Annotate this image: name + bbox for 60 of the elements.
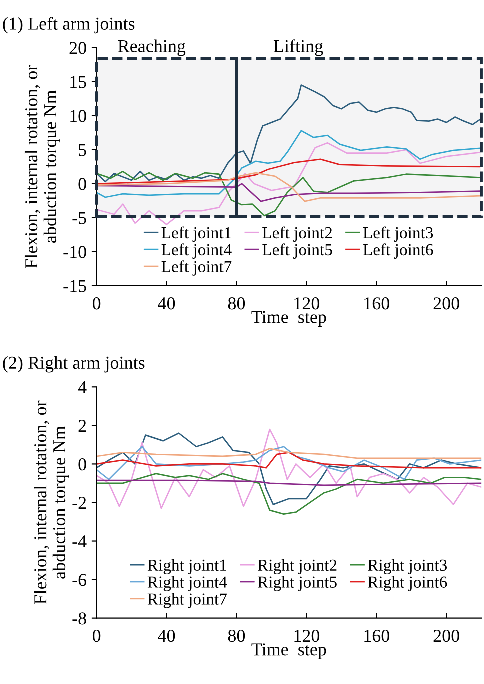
band-label: Reaching [118, 40, 186, 56]
x-tick-label: 120 [294, 630, 320, 642]
line-series [96, 170, 481, 217]
x-tick-label: 160 [364, 298, 390, 310]
legend-label: Left joint3 [363, 226, 434, 242]
band-label: Lifting [274, 40, 324, 56]
y-tick-label: -8 [72, 612, 86, 625]
x-tick-label: 40 [158, 298, 176, 310]
y-tick-label: -5 [72, 212, 86, 224]
line-series [96, 158, 481, 185]
legend-label: Right joint5 [258, 576, 337, 592]
line-series [96, 130, 481, 198]
legend-label: Left joint1 [162, 226, 232, 242]
x-tick-label: 80 [228, 630, 246, 642]
y-tick-label: -15 [64, 280, 86, 292]
x-tick-label: 80 [228, 298, 246, 310]
x-tick-label: 120 [294, 298, 320, 310]
legend-label: Right joint2 [258, 559, 337, 574]
line-series [96, 452, 482, 469]
y-tick-label: -2 [72, 497, 86, 510]
line-series [96, 473, 482, 515]
legend-label: Right joint3 [368, 559, 448, 574]
legend-label: Right joint1 [148, 559, 226, 574]
legend-label: Right joint7 [148, 593, 227, 608]
x-axis-title: Time step [252, 644, 326, 660]
x-tick-label: 160 [364, 630, 390, 642]
y-tick-label: -6 [72, 574, 87, 586]
legend-label: Left joint4 [162, 244, 232, 259]
line-series [96, 84, 481, 183]
y-tick-label: -10 [64, 246, 86, 258]
x-tick-label: 200 [434, 298, 460, 310]
x-tick-label: 0 [92, 298, 101, 310]
y-axis-title: Flexion, internal rotation, or abduction torque Nm [24, 65, 60, 268]
line-series [96, 446, 482, 480]
chart-title: (2) Right arm joints [3, 356, 145, 373]
legend-label: Left joint6 [363, 244, 434, 259]
line-series [96, 172, 481, 202]
legend-label: Left joint5 [262, 244, 332, 259]
x-axis-title: Time step [252, 311, 326, 327]
legend-label: Right joint6 [368, 576, 448, 592]
y-tick-label: 4 [78, 382, 87, 394]
y-axis-title: Flexion, internal rotation, or abduction torque Nm [34, 400, 70, 604]
y-tick-label: 10 [70, 110, 86, 122]
y-tick-label: 2 [78, 420, 86, 432]
y-tick-label: -4 [72, 536, 87, 548]
legend-label: Left joint2 [262, 226, 332, 242]
legend-label: Left joint7 [162, 260, 232, 276]
x-tick-label: 0 [92, 630, 101, 642]
line-series [96, 142, 481, 226]
y-tick-label: 15 [70, 76, 86, 88]
y-tick-label: 0 [78, 178, 86, 190]
line-series [96, 448, 482, 460]
legend-label: Right joint4 [148, 576, 228, 592]
x-tick-label: 40 [158, 630, 176, 642]
y-tick-label: 20 [70, 42, 86, 54]
chart-title: (1) Left arm joints [3, 17, 135, 34]
y-tick-label: 5 [79, 144, 86, 156]
line-series [96, 183, 481, 202]
y-tick-label: 0 [78, 458, 86, 471]
x-tick-label: 200 [434, 630, 460, 642]
